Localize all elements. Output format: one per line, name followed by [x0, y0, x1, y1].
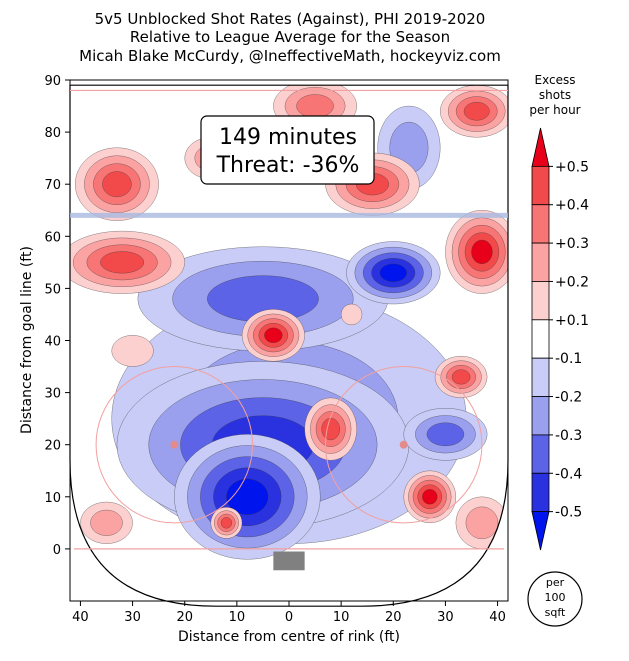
colorbar-band-3	[531, 242, 550, 282]
y-tick-label-1: 10	[44, 491, 61, 506]
unit-badge-circle	[527, 571, 583, 627]
colorbar-band-9	[531, 472, 550, 513]
colorbar-label-4: +0.1	[555, 313, 589, 329]
colorbar-band-6	[531, 357, 550, 397]
x-tick-label-4: 0	[285, 610, 293, 625]
rink-markings	[69, 84, 509, 607]
unit-badge-line3: sqft	[545, 606, 566, 619]
heat-region-22-level-1	[340, 303, 363, 326]
heat-region-20-level-2	[465, 506, 499, 540]
chart-title-line1: 5v5 Unblocked Shot Rates (Against), PHI …	[95, 10, 486, 28]
colorbar-band-2	[531, 204, 550, 244]
heat-region-14-level-5	[264, 327, 283, 343]
heat-region-5-level-3	[426, 422, 465, 447]
colorbar-label-9: -0.5	[555, 505, 582, 521]
y-tick-label-5: 50	[44, 282, 61, 297]
colorbar: Excess shots per hour +0.5 +0.4 +0.3 +0.2 +0…	[529, 73, 589, 551]
colorbar-bottom-arrow	[531, 511, 550, 551]
colorbar-label-7: -0.3	[555, 428, 582, 444]
y-tick-label-6: 60	[44, 230, 61, 245]
goal-net	[273, 551, 305, 571]
y-tick-label-8: 80	[44, 126, 61, 141]
colorbar-band-4	[531, 281, 550, 321]
chart-title-line3: Micah Blake McCurdy, @IneffectiveMath, h…	[79, 47, 501, 65]
colorbar-title-line1: Excess	[535, 73, 576, 87]
colorbar-label-8: -0.4	[555, 466, 582, 482]
y-tick-label-2: 20	[44, 439, 61, 454]
x-tick-label-3: 10	[229, 610, 246, 625]
y-axis-label: Distance from goal line (ft)	[19, 246, 35, 434]
colorbar-label-0: +0.5	[555, 159, 589, 175]
annotation-box	[200, 115, 375, 185]
x-tick-label-8: 40	[489, 610, 506, 625]
colorbar-band-7	[531, 396, 550, 436]
heat-region-7-level-4	[102, 171, 132, 198]
heat-region-2-level-5	[226, 478, 269, 515]
x-tick-label-7: 30	[437, 610, 454, 625]
x-tick-label-1: 30	[124, 610, 141, 625]
unit-badge: per 100 sqft	[527, 571, 583, 627]
colorbar-band-8	[531, 434, 550, 474]
x-tick-label-2: 20	[176, 610, 193, 625]
colorbar-label-6: -0.2	[555, 390, 582, 406]
threat-annotation: 149 minutes Threat: -36%	[200, 115, 375, 185]
colorbar-band-1	[531, 165, 550, 206]
faceoff-dot-0	[170, 440, 179, 449]
faceoff-circle-1	[325, 365, 483, 524]
heat-region-15-level-4	[451, 369, 471, 385]
heat-region-19-level-2	[90, 509, 123, 536]
heat-region-17-level-5	[422, 489, 438, 505]
rink-boundary	[69, 84, 509, 607]
colorbar-label-5: -0.1	[555, 351, 582, 367]
y-tick-label-7: 70	[44, 178, 61, 193]
unit-badge-line1: per	[546, 576, 565, 589]
unit-badge-line2: 100	[545, 591, 566, 604]
annotation-minutes: 149 minutes	[219, 125, 357, 150]
heat-region-12-level-4	[463, 101, 490, 121]
heat-region-18-level-4	[220, 517, 233, 529]
colorbar-title-line3: per hour	[529, 103, 580, 117]
heat-region-8-level-4	[100, 251, 145, 274]
heatmap-layer	[70, 85, 508, 560]
colorbar-title-line2: shots	[539, 88, 571, 102]
chart-title-line2: Relative to League Average for the Seaso…	[130, 28, 450, 46]
y-tick-label-3: 30	[44, 387, 61, 402]
x-tick-label-6: 20	[385, 610, 402, 625]
heat-region-13-level-5	[471, 239, 493, 265]
blue-line	[70, 212, 508, 218]
colorbar-top-arrow	[531, 127, 550, 167]
colorbar-label-1: +0.4	[555, 198, 589, 214]
y-tick-label-4: 40	[44, 335, 61, 350]
heat-region-21-level-1	[111, 335, 154, 367]
colorbar-label-3: +0.2	[555, 274, 589, 290]
x-tick-label-5: 10	[333, 610, 350, 625]
heat-region-4-level-5	[379, 263, 407, 282]
heat-region-10-level-3	[296, 94, 334, 118]
annotation-threat: Threat: -36%	[216, 153, 360, 178]
faceoff-dot-1	[399, 440, 408, 449]
y-tick-label-9: 90	[44, 74, 61, 89]
y-tick-label-0: 0	[53, 543, 61, 558]
x-tick-label-0: 40	[72, 610, 89, 625]
colorbar-label-2: +0.3	[555, 236, 589, 252]
axes: 40 30 20 10 0 10 20 30 40 0 10 20 30 40 50 60 70 80 90	[44, 74, 505, 625]
faceoff-circle-0	[95, 365, 254, 524]
x-axis-label: Distance from centre of rink (ft)	[178, 629, 400, 645]
colorbar-band-5	[531, 319, 550, 359]
heat-region-16-level-4	[321, 417, 341, 441]
